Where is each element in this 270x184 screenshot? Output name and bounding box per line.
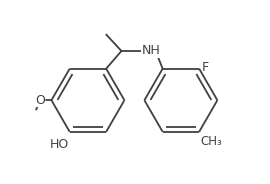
Text: CH₃: CH₃ xyxy=(200,135,222,148)
Text: F: F xyxy=(202,61,209,74)
Text: HO: HO xyxy=(49,138,69,151)
Text: NH: NH xyxy=(141,45,160,57)
Text: O: O xyxy=(35,94,45,107)
